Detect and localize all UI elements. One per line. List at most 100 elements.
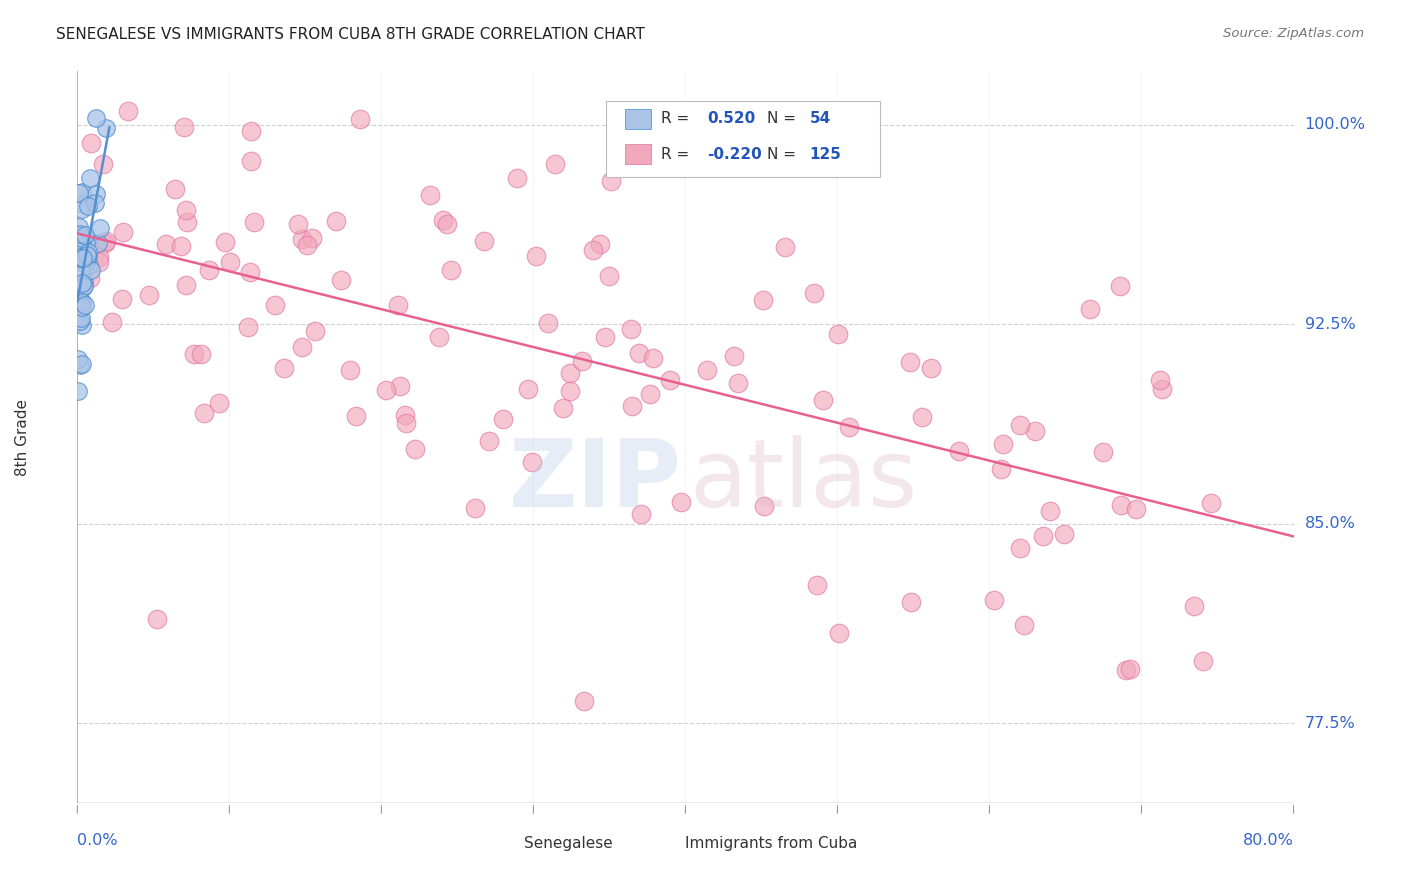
Point [155, 236, 177, 251]
Point [75, 236, 97, 251]
Point [1012, 618, 1035, 632]
Point [183, 347, 205, 361]
Point [70, 301, 93, 315]
Point [301, 231, 323, 245]
Point [948, 444, 970, 458]
Point [75, 227, 97, 242]
Point [79, 271, 101, 285]
Point [72, 280, 94, 294]
Point [112, 225, 135, 239]
Point [72, 277, 94, 292]
Point [208, 395, 231, 409]
Point [1010, 541, 1032, 556]
Point [273, 361, 295, 376]
Point [1201, 495, 1223, 509]
Point [389, 379, 412, 393]
Point [138, 288, 160, 302]
Point [72, 247, 94, 261]
Point [506, 171, 529, 186]
Point [84, 111, 107, 125]
Point [96, 121, 118, 136]
Point [630, 507, 652, 521]
Point [344, 409, 367, 424]
Point [752, 293, 775, 307]
Point [920, 361, 942, 376]
Text: R =: R = [661, 146, 689, 161]
Point [77, 259, 100, 273]
Point [727, 376, 749, 390]
Point [375, 383, 398, 397]
Point [76, 233, 98, 247]
Point [70, 294, 93, 309]
Text: N =: N = [766, 112, 796, 127]
Point [70, 251, 93, 265]
Text: Immigrants from Cuba: Immigrants from Cuba [686, 836, 858, 851]
Point [89, 220, 111, 235]
Point [339, 363, 361, 377]
Point [1024, 424, 1046, 438]
Text: 54: 54 [810, 112, 831, 127]
Point [911, 409, 934, 424]
Point [193, 406, 215, 420]
Point [472, 234, 495, 248]
Point [387, 298, 409, 312]
Point [1032, 529, 1054, 543]
Text: Source: ZipAtlas.com: Source: ZipAtlas.com [1223, 27, 1364, 40]
Point [89, 254, 111, 268]
Point [990, 462, 1012, 476]
Point [325, 214, 347, 228]
Point [70, 276, 93, 290]
Point [198, 263, 221, 277]
Point [69, 293, 91, 307]
Point [69, 227, 91, 241]
Point [239, 153, 262, 168]
Point [287, 217, 309, 231]
Bar [491, 834, 513, 852]
Point [190, 347, 212, 361]
Point [66, 315, 89, 329]
Point [440, 262, 463, 277]
Point [72, 197, 94, 211]
Point [70, 202, 93, 217]
Point [838, 420, 860, 434]
Point [84, 186, 107, 201]
Point [1182, 599, 1205, 613]
Point [176, 202, 198, 217]
Point [79, 170, 101, 185]
Point [1149, 372, 1171, 386]
Point [219, 254, 242, 268]
Point [1119, 662, 1142, 676]
Point [76, 248, 98, 262]
Point [67, 186, 90, 201]
Point [84, 196, 107, 211]
Point [1008, 417, 1031, 432]
Point [404, 442, 426, 456]
Point [723, 349, 745, 363]
Point [94, 235, 117, 250]
Point [572, 694, 595, 708]
Point [295, 238, 318, 252]
Point [70, 299, 93, 313]
Point [72, 230, 94, 244]
Point [330, 273, 353, 287]
Point [1125, 502, 1147, 516]
Text: 85.0%: 85.0% [1305, 516, 1355, 531]
Point [394, 408, 416, 422]
Point [70, 250, 93, 264]
Text: Senegalese: Senegalese [523, 836, 613, 851]
Point [1080, 302, 1102, 317]
Point [163, 181, 186, 195]
Point [991, 436, 1014, 450]
Text: R =: R = [661, 112, 689, 127]
Point [76, 199, 98, 213]
Point [806, 578, 828, 592]
Point [67, 228, 90, 243]
Point [69, 252, 91, 266]
Point [1039, 504, 1062, 518]
Point [70, 318, 93, 333]
Point [146, 612, 169, 626]
Point [516, 382, 538, 396]
Point [1150, 382, 1173, 396]
Point [436, 218, 458, 232]
Point [537, 317, 560, 331]
